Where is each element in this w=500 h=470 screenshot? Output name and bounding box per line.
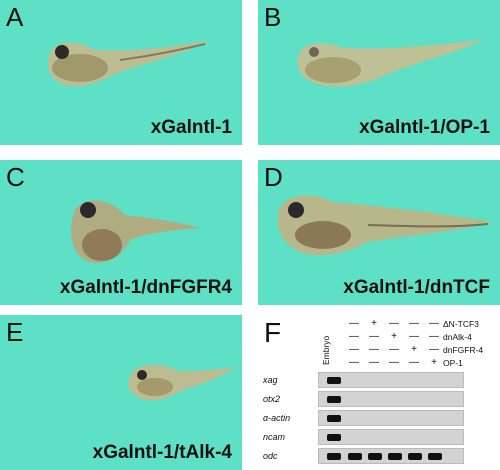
sign: — xyxy=(349,331,359,342)
condition-label: ΔN-TCF3 xyxy=(443,319,479,329)
panel-letter: B xyxy=(264,2,282,32)
condition-label: dnFGFR-4 xyxy=(443,345,484,355)
panel-c: C xGalntl-1/dnFGFR4 xyxy=(0,160,242,305)
gel-row xyxy=(318,372,464,388)
condition-label: dnAlk-4 xyxy=(443,332,472,342)
tadpole-image xyxy=(128,364,235,401)
gel-band xyxy=(408,453,422,460)
gel-band xyxy=(327,396,341,403)
tadpole-image xyxy=(71,200,200,264)
sign: — xyxy=(369,344,379,355)
panel-caption: xGalntl-1/dnTCF xyxy=(343,277,490,298)
gel-row xyxy=(318,391,464,407)
sign: — xyxy=(409,331,419,342)
panel-caption: xGalntl-1/tAlk-4 xyxy=(92,442,232,463)
panel-b: B xGalntl-1/OP-1 xyxy=(258,0,500,145)
gel-band xyxy=(327,415,341,422)
sign: — xyxy=(409,318,419,329)
gene-label: ncam xyxy=(263,432,286,442)
panel-letter: E xyxy=(6,317,24,347)
panel-f: F — + — — — ΔN-TCF3 — — + — — dnAlk-4 — … xyxy=(258,315,500,470)
tadpole-image xyxy=(47,40,211,87)
sign: — xyxy=(349,318,359,329)
gene-label: odc xyxy=(263,451,278,461)
panel-caption: xGalntl-1 xyxy=(150,117,232,138)
sign: — xyxy=(369,331,379,342)
gel-band xyxy=(388,453,402,460)
panel-letter: D xyxy=(264,162,283,192)
condition-label: OP-1 xyxy=(443,358,463,368)
panel-a: A xGalntl-1 xyxy=(0,0,242,145)
panel-e: E xGalntl-1/tAlk-4 xyxy=(0,315,242,470)
embryo-lane-label: Embryo xyxy=(321,335,331,365)
gel-band xyxy=(368,453,382,460)
gel-band xyxy=(428,453,442,460)
sign: — xyxy=(389,318,399,329)
sign: — xyxy=(409,357,419,368)
sign: + xyxy=(391,331,397,342)
sign: + xyxy=(371,318,377,329)
sign: — xyxy=(389,357,399,368)
panel-letter: F xyxy=(264,317,282,348)
gel-band xyxy=(348,453,362,460)
tadpole-image xyxy=(297,40,483,87)
sign: — xyxy=(429,344,439,355)
sign: + xyxy=(411,344,417,355)
gel-row xyxy=(318,429,464,445)
gene-label: otx2 xyxy=(263,394,281,404)
panel-caption: xGalntl-1/dnFGFR4 xyxy=(59,277,232,298)
gel-band xyxy=(327,453,341,460)
panel-d: D xGalntl-1/dnTCF xyxy=(258,160,500,305)
panel-caption: xGalntl-1/OP-1 xyxy=(359,117,490,138)
gel-band xyxy=(327,434,341,441)
sign: — xyxy=(369,357,379,368)
sign: — xyxy=(429,331,439,342)
sign: — xyxy=(389,344,399,355)
tadpole-image xyxy=(277,195,493,256)
sign: — xyxy=(349,357,359,368)
panel-letter: A xyxy=(6,2,24,32)
gel-row xyxy=(318,410,464,426)
sign: + xyxy=(431,357,437,368)
gene-label: xag xyxy=(263,375,278,385)
sign: — xyxy=(349,344,359,355)
gel-row xyxy=(318,448,464,464)
gel-band xyxy=(327,377,341,384)
panel-letter: C xyxy=(6,162,25,192)
gene-label: α-actin xyxy=(263,413,291,423)
sign: — xyxy=(429,318,439,329)
